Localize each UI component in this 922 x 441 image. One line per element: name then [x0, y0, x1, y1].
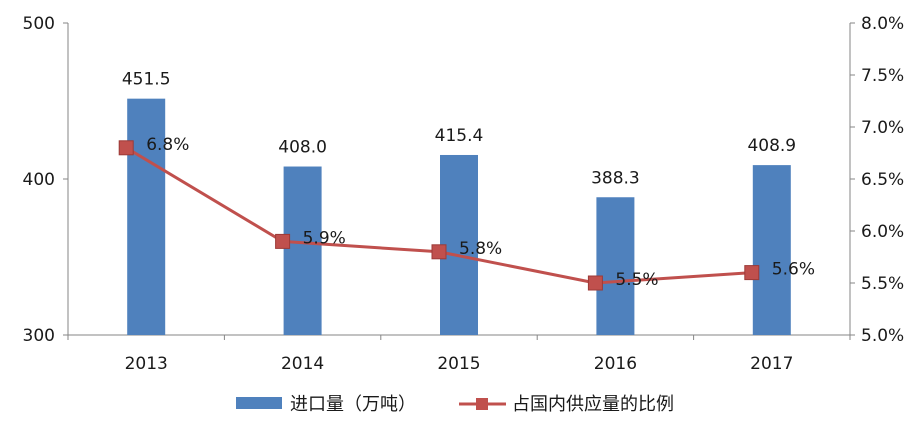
bar-data-label: 408.9 [747, 136, 796, 156]
line-point [118, 140, 134, 156]
y-left-tick-label: 400 [23, 170, 55, 190]
line-data-label: 5.6% [772, 260, 815, 280]
bar [127, 98, 166, 335]
line-point [587, 275, 603, 291]
legend-line-marker [476, 398, 488, 410]
bar-data-label: 415.4 [435, 126, 484, 146]
line-data-label: 6.8% [146, 135, 189, 155]
y-right-tick-label: 5.5% [861, 274, 904, 294]
bar-data-label: 388.3 [591, 168, 640, 188]
y-right-tick-label: 6.0% [861, 222, 904, 242]
y-right-tick-label: 8.0% [861, 14, 904, 34]
line-point [431, 244, 447, 260]
y-right-tick-label: 5.0% [861, 326, 904, 346]
bar-data-label: 451.5 [122, 70, 171, 90]
y-right-tick-label: 7.5% [861, 66, 904, 86]
y-left-tick-label: 500 [23, 14, 55, 34]
bar [283, 166, 322, 335]
x-tick-label: 2014 [281, 354, 324, 374]
y-left-tick-label: 300 [23, 326, 55, 346]
line-data-label: 5.8% [459, 239, 502, 259]
x-tick-label: 2016 [594, 354, 637, 374]
ratio-line [125, 146, 752, 285]
bar-data-label: 408.0 [278, 138, 327, 158]
x-tick-label: 2017 [750, 354, 793, 374]
y-right-tick-label: 7.0% [861, 118, 904, 138]
bar [596, 197, 635, 335]
x-tick-label: 2013 [125, 354, 168, 374]
line-data-label: 5.5% [615, 270, 658, 290]
bar [752, 165, 791, 335]
line-point [275, 233, 291, 249]
line-point [744, 265, 760, 281]
legend-line-label: 占国内供应量的比例 [512, 394, 674, 415]
y-right-tick-label: 6.5% [861, 170, 904, 190]
line-data-label: 5.9% [303, 228, 346, 248]
legend-bar-label: 进口量（万吨） [290, 394, 416, 415]
x-tick-label: 2015 [437, 354, 480, 374]
legend-bar-swatch [236, 397, 282, 409]
